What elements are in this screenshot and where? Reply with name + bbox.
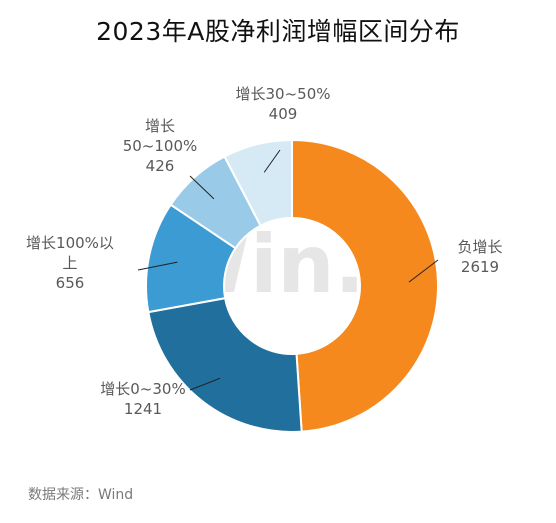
slice-label-line: 50~100% [123, 137, 198, 155]
donut-slice-1 [291, 138, 440, 433]
donut-slice-5 [223, 138, 293, 228]
slice-label-line: 656 [56, 274, 85, 292]
slice-label-line: 409 [269, 105, 298, 123]
slice-label-line: 增长30~50% [236, 85, 331, 103]
slice-label-2: 增长0~30% 1241 [100, 380, 185, 418]
donut-slice-2 [147, 297, 303, 433]
slice-label-line: 1241 [124, 400, 162, 418]
slice-label-line: 增长0~30% [100, 380, 185, 398]
slice-label-line: 负增长 [457, 238, 502, 256]
slice-label-line: 增长 [145, 117, 175, 135]
slice-label-line: 426 [146, 157, 175, 175]
slice-label-5: 增长30~50% 409 [236, 85, 331, 123]
chart-title: 2023年A股净利润增幅区间分布 [96, 17, 460, 46]
leader-line-2 [189, 377, 221, 391]
slice-label-4: 增长 50~100% 426 [123, 117, 198, 175]
slice-label-1: 负增长 2619 [457, 238, 502, 276]
leader-line-1 [408, 259, 439, 283]
slice-label-line: 上 [62, 254, 77, 272]
leader-line-4 [189, 175, 215, 200]
leader-line-3 [137, 261, 178, 271]
slice-label-line: 增长100%以 [26, 234, 114, 252]
slice-label-3: 增长100%以上 656 [26, 234, 114, 292]
source-note: 数据来源：Wind [28, 487, 134, 503]
leader-line-5 [263, 149, 281, 173]
slice-label-line: 2619 [461, 258, 499, 276]
